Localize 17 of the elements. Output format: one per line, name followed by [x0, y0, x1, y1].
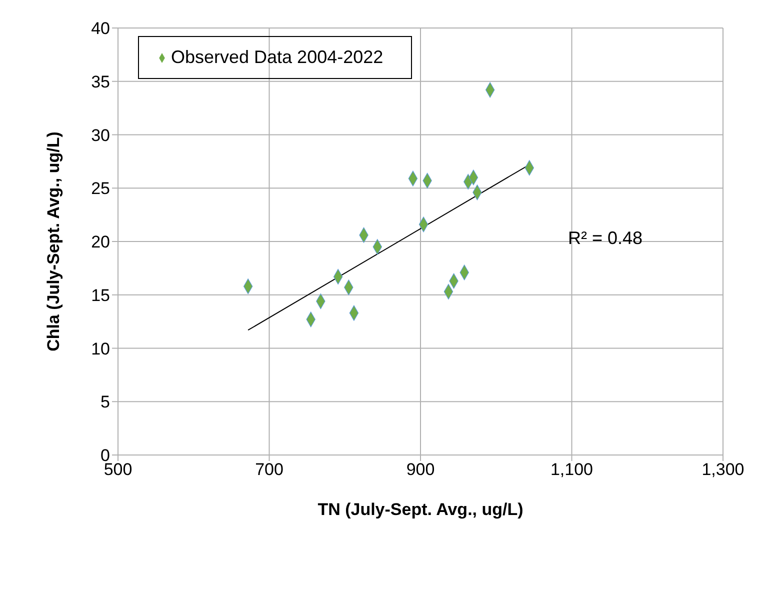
x-axis-title: TN (July-Sept. Avg., ug/L)	[318, 500, 524, 519]
x-tick-label: 900	[406, 460, 435, 480]
x-tick-label: 500	[104, 460, 132, 480]
annotation: R² = 0.48	[568, 228, 643, 249]
y-tick-label: 40	[91, 19, 110, 38]
y-tick-label: 10	[91, 339, 110, 358]
y-tick-label: 20	[91, 232, 110, 252]
y-tick-label: 5	[100, 392, 110, 412]
y-axis-title: Chla (July-Sept. Avg., ug/L)	[44, 132, 64, 352]
x-tick-label: 700	[255, 460, 284, 480]
y-tick-label: 15	[91, 286, 110, 305]
y-tick-label: 30	[91, 126, 110, 145]
y-tick-label: 35	[91, 72, 110, 92]
x-tick-label: 1,100	[550, 460, 594, 480]
x-tick-label: 1,300	[702, 460, 744, 480]
y-tick-label: 25	[91, 179, 110, 198]
legend-label: Observed Data 2004-2022	[171, 47, 384, 67]
